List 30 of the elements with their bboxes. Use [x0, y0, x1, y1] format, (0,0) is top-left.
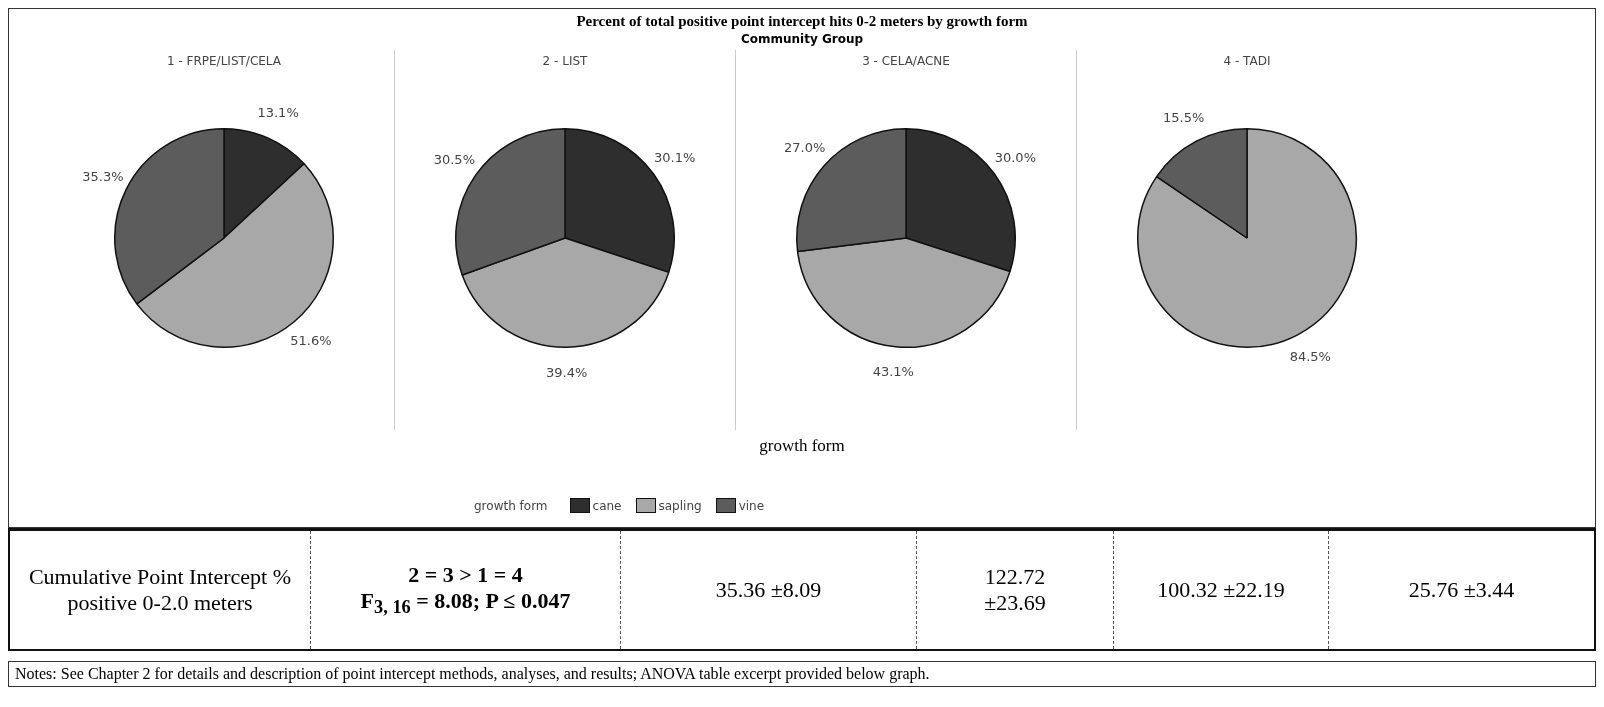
text: Cumulative Point Intercept % positive 0-2.0 meters — [27, 563, 293, 617]
chart-title: 2 - LIST — [541, 54, 589, 68]
chart-title: 1 - FRPE/LIST/CELA — [165, 54, 282, 68]
legend-label: sapling — [658, 498, 702, 513]
text: F$_{3, 16}$ = 8.08; P ≤ 0.047 — [360, 587, 571, 619]
legend-title: growth form — [474, 498, 548, 513]
data-label: 27.0% — [783, 139, 826, 155]
data-label: 84.5% — [1289, 348, 1331, 364]
chart-title: 4 - TADI — [1222, 54, 1272, 68]
data-label: 35.3% — [82, 169, 124, 185]
data-label: 51.6% — [290, 333, 332, 349]
text: 122.72 ±23.69 — [916, 531, 1113, 649]
data-label: 43.1% — [872, 364, 914, 380]
text: 100.32 ±22.19 — [1113, 531, 1328, 649]
text: 35.36 ±8.09 — [620, 531, 916, 649]
chart-title: 3 - CELA/ACNE — [861, 54, 951, 68]
text: Percent of total positive point intercept hits 0-2 meters by growth form — [575, 13, 1029, 30]
legend-label: cane — [592, 498, 622, 513]
text: 2 = 3 > 1 = 4 — [408, 561, 523, 588]
data-label: 39.4% — [546, 364, 588, 380]
text: Notes: See Chapter 2 for details and description of point intercept methods, analyses, and results; ANOVA table excerpt provided below graph. — [8, 661, 1596, 687]
text: growth form — [758, 436, 846, 456]
text: 25.76 ±3.44 — [1328, 531, 1594, 649]
data-label: 15.5% — [1163, 109, 1205, 125]
data-label: 30.5% — [433, 151, 475, 167]
legend-label: vine — [738, 498, 765, 513]
data-label: 30.0% — [994, 149, 1036, 165]
data-label: 30.1% — [654, 150, 696, 166]
data-label: 13.1% — [257, 105, 299, 121]
text: Community Group — [739, 32, 865, 46]
